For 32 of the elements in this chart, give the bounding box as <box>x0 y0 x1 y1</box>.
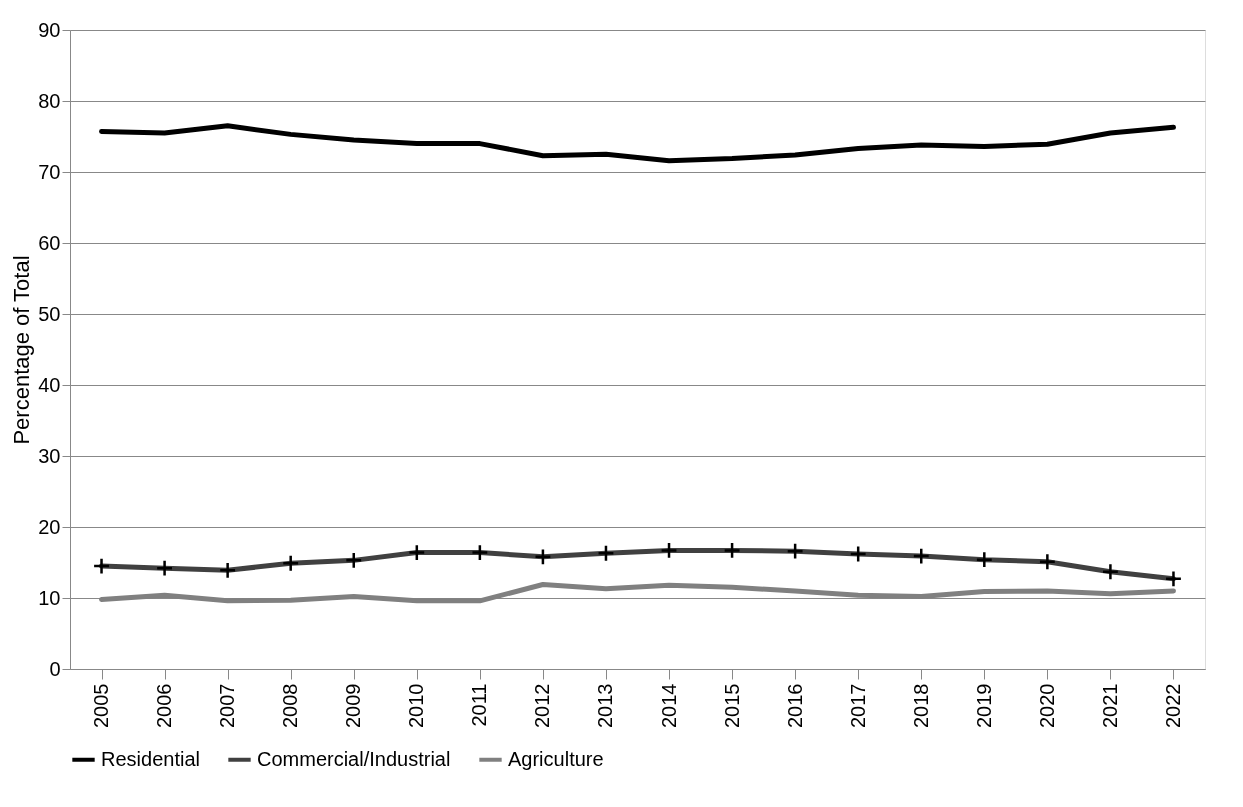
x-tick-label: 2009 <box>342 683 365 728</box>
x-tick-label: 2018 <box>909 683 932 728</box>
x-tick-label: 2010 <box>405 683 428 728</box>
x-tick-label: 2008 <box>279 683 302 728</box>
y-tick-label: 50 <box>38 302 61 325</box>
x-tick-label: 2007 <box>216 683 239 728</box>
x-tick-label: 2005 <box>90 683 113 728</box>
x-tick-label: 2020 <box>1035 683 1058 728</box>
x-tick-label: 2022 <box>1161 683 1184 728</box>
y-tick-label: 20 <box>38 515 61 538</box>
x-tick-label: 2006 <box>153 683 176 728</box>
y-tick-label: 0 <box>49 657 61 680</box>
y-axis-title: Percentage of Total <box>9 255 35 445</box>
x-tick-label: 2012 <box>531 683 554 728</box>
y-tick-label: 90 <box>38 18 61 41</box>
x-tick-label: 2015 <box>720 683 743 728</box>
x-tick-label: 2017 <box>846 683 869 728</box>
y-tick-label: 10 <box>38 586 61 609</box>
y-tick-label: 80 <box>38 89 61 112</box>
x-tick-label: 2019 <box>972 683 995 728</box>
legend-label: Commercial/Industrial <box>257 747 451 770</box>
x-tick-label: 2013 <box>594 683 617 728</box>
y-tick-label: 70 <box>38 160 61 183</box>
legend-label: Agriculture <box>508 747 604 770</box>
x-tick-label: 2021 <box>1098 683 1121 728</box>
x-tick-label: 2011 <box>468 683 491 727</box>
x-tick-label: 2014 <box>657 683 680 728</box>
y-tick-label: 40 <box>38 373 61 396</box>
y-tick-label: 30 <box>38 444 61 467</box>
legend-label: Residential <box>101 747 200 770</box>
y-tick-label: 60 <box>38 231 61 254</box>
x-tick-label: 2016 <box>783 683 806 728</box>
